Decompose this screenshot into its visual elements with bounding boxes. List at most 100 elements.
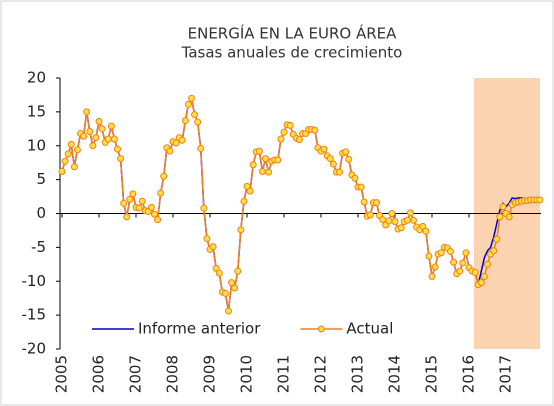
series-marker xyxy=(126,195,134,203)
series-marker xyxy=(499,203,507,211)
series-marker xyxy=(197,144,205,152)
series-marker xyxy=(428,273,436,281)
series-marker xyxy=(490,247,498,255)
series-marker xyxy=(249,161,257,169)
series-marker xyxy=(422,227,430,235)
series-marker xyxy=(228,279,236,287)
series-marker xyxy=(98,125,106,133)
series-marker xyxy=(234,267,242,275)
series-marker xyxy=(342,148,350,156)
series-marker xyxy=(286,121,294,129)
y-tick-label: -15 xyxy=(22,306,47,324)
series-marker xyxy=(157,189,165,197)
series-marker xyxy=(345,155,353,163)
series-marker xyxy=(484,260,491,268)
series-marker xyxy=(123,213,131,221)
series-marker xyxy=(151,210,158,218)
series-marker xyxy=(80,132,88,140)
series-marker xyxy=(104,135,112,143)
series-marker xyxy=(311,126,319,134)
y-tick-label: -10 xyxy=(22,272,47,290)
series-marker xyxy=(178,136,186,144)
series-marker xyxy=(373,199,380,207)
series-marker xyxy=(188,94,195,102)
series-marker xyxy=(194,118,202,126)
series-marker xyxy=(336,168,343,176)
x-tick-label: 2013 xyxy=(349,355,367,393)
legend-label: Informe anterior xyxy=(138,320,261,338)
series-marker xyxy=(462,249,470,257)
series-marker xyxy=(212,264,220,272)
y-tick-label: 10 xyxy=(27,136,46,154)
x-tick-label: 2010 xyxy=(238,355,256,393)
series-marker xyxy=(92,134,100,142)
series-marker xyxy=(536,196,544,204)
series-marker xyxy=(67,140,75,148)
chart-title: ENERGÍA EN LA EURO ÁREA xyxy=(188,24,397,43)
series-marker xyxy=(129,190,137,198)
series-marker xyxy=(83,108,91,116)
series-marker xyxy=(120,199,128,207)
series-marker xyxy=(221,289,229,297)
series-marker xyxy=(209,243,217,251)
series-marker xyxy=(172,139,180,147)
series-marker xyxy=(456,267,464,275)
series-marker xyxy=(61,157,69,165)
series-marker xyxy=(385,217,393,225)
series-marker xyxy=(135,204,143,212)
series-marker xyxy=(437,249,445,257)
series-marker xyxy=(320,145,328,153)
x-tick-label: 2011 xyxy=(275,355,293,393)
series-marker xyxy=(493,235,501,243)
x-tick-label: 2008 xyxy=(164,355,182,393)
x-tick-label: 2014 xyxy=(386,355,404,393)
x-tick-label: 2017 xyxy=(497,355,515,393)
series-marker xyxy=(403,216,411,224)
series-marker xyxy=(231,284,239,292)
series-marker xyxy=(147,203,155,211)
series-marker xyxy=(237,226,245,234)
series-marker xyxy=(366,211,374,219)
series-marker xyxy=(262,155,269,163)
series-marker xyxy=(181,117,189,125)
series-marker xyxy=(64,150,72,158)
series-marker xyxy=(86,128,94,136)
series-marker xyxy=(154,216,162,224)
series-marker xyxy=(107,122,115,130)
series-marker xyxy=(431,263,439,271)
series-marker xyxy=(388,210,396,217)
x-tick-label: 2007 xyxy=(127,355,145,393)
series-marker xyxy=(95,117,103,125)
series-marker xyxy=(73,146,81,154)
series-marker xyxy=(419,222,427,230)
series-marker xyxy=(70,163,78,171)
series-marker xyxy=(225,307,232,315)
legend-label: Actual xyxy=(346,320,393,338)
series-marker xyxy=(184,100,192,108)
series-marker xyxy=(406,209,414,217)
series-marker xyxy=(191,111,199,119)
series-marker xyxy=(265,168,273,176)
x-tick-label: 2015 xyxy=(423,355,441,393)
series-marker xyxy=(360,198,368,206)
series-marker xyxy=(505,213,513,221)
series-marker xyxy=(258,167,266,175)
x-tick-label: 2005 xyxy=(53,355,71,393)
series-marker xyxy=(274,156,282,164)
y-tick-label: 20 xyxy=(27,69,46,87)
y-tick-label: -5 xyxy=(31,238,46,256)
y-tick-label: -20 xyxy=(22,340,47,358)
x-tick-label: 2016 xyxy=(460,355,478,393)
series-marker xyxy=(450,258,458,266)
x-tick-label: 2006 xyxy=(90,355,108,393)
series-marker xyxy=(496,213,504,221)
series-marker xyxy=(277,135,285,143)
series-marker xyxy=(391,218,399,226)
series-marker xyxy=(117,155,125,163)
series-marker xyxy=(160,172,168,180)
series-marker xyxy=(203,235,211,243)
series-marker xyxy=(138,197,146,205)
series-marker xyxy=(246,187,254,195)
series-marker xyxy=(351,174,359,182)
